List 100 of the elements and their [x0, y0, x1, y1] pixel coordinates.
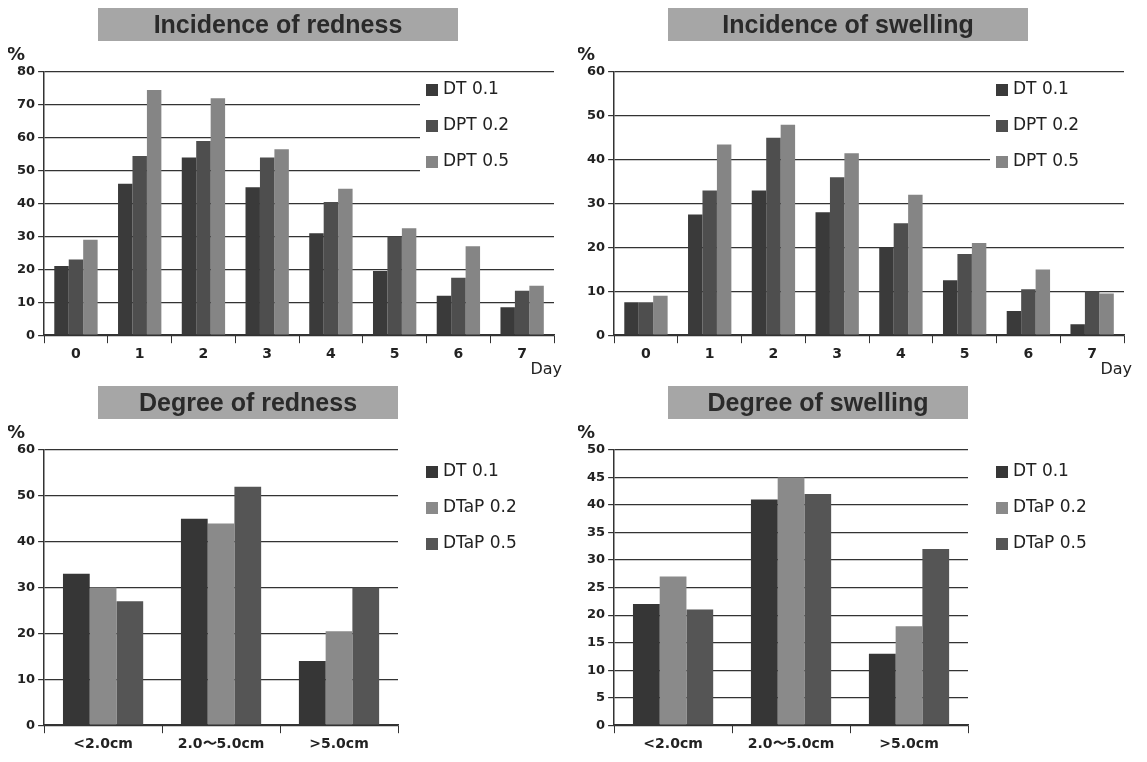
legend-label: DT 0.1 [443, 460, 499, 481]
x-tick-label: 2.0〜5.0cm [747, 735, 835, 752]
y-tick-label: 30 [587, 551, 606, 567]
bar [465, 246, 481, 335]
chart-title: Incidence of swelling [668, 8, 1028, 41]
y-tick-label: 45 [587, 468, 606, 484]
bar [529, 285, 544, 335]
legend-label: DPT 0.5 [1013, 150, 1080, 171]
bar [971, 243, 987, 335]
x-tick-label: 7 [1087, 345, 1098, 362]
legend-label: DPT 0.5 [443, 150, 510, 171]
legend-label: DT 0.1 [443, 78, 499, 99]
y-tick-label: 60 [17, 441, 36, 457]
x-tick-label: 0 [71, 345, 82, 362]
y-tick-label: 0 [26, 716, 36, 732]
bar [401, 228, 417, 335]
y-tick-label: 20 [587, 606, 606, 622]
x-tick-label: 5 [389, 345, 400, 362]
bar [234, 486, 262, 725]
y-tick-label: 10 [17, 293, 36, 309]
bar [908, 194, 923, 335]
bar [259, 157, 275, 335]
bar [957, 254, 972, 335]
y-axis-title: % [7, 420, 26, 442]
y-tick-label: 10 [17, 670, 36, 686]
x-tick-label: 5 [959, 345, 970, 362]
y-tick-label: 0 [596, 326, 606, 342]
x-tick-label: 2 [198, 345, 209, 362]
legend-label: DTaP 0.2 [443, 496, 517, 517]
y-tick-label: 40 [17, 533, 36, 549]
bar [653, 295, 668, 335]
y-tick-label: 50 [587, 107, 606, 123]
bar [325, 631, 353, 725]
bar [207, 523, 235, 725]
x-tick-label: 3 [832, 345, 843, 362]
bar [844, 153, 859, 335]
bar [132, 155, 147, 335]
bar [146, 90, 162, 335]
bar [829, 177, 845, 335]
x-tick-label: >5.0cm [879, 735, 939, 752]
y-tick-label: 50 [17, 487, 36, 503]
y-tick-label: 50 [587, 441, 606, 457]
y-axis-title: % [577, 420, 596, 442]
legend-label: DPT 0.2 [1013, 114, 1080, 135]
legend-label: DTaP 0.2 [1013, 496, 1087, 517]
y-tick-label: 30 [587, 194, 606, 210]
bar [1099, 293, 1114, 335]
y-tick-label: 70 [17, 96, 36, 112]
bar [352, 587, 380, 725]
bar [780, 124, 796, 335]
bar [274, 149, 289, 335]
x-tick-label: 4 [326, 345, 337, 362]
bar [196, 141, 211, 335]
bar [893, 223, 909, 335]
x-tick-label: 7 [517, 345, 528, 362]
bar [777, 477, 805, 725]
x-axis-title: Day [1100, 359, 1132, 379]
bar [338, 188, 353, 335]
x-tick-label: <2.0cm [643, 735, 703, 752]
bar [89, 587, 117, 725]
bar [451, 277, 466, 335]
x-tick-label: 1 [704, 345, 715, 362]
y-tick-label: 20 [587, 238, 606, 254]
y-tick-label: 5 [596, 689, 606, 705]
x-tick-label: 2.0〜5.0cm [177, 735, 265, 752]
y-tick-label: 40 [587, 151, 606, 167]
legend-label: DTaP 0.5 [1013, 532, 1087, 553]
y-tick-label: 50 [17, 162, 36, 178]
y-tick-label: 20 [17, 624, 36, 640]
y-tick-label: 0 [596, 716, 606, 732]
y-tick-label: 30 [17, 227, 36, 243]
bar [702, 190, 717, 335]
legend-label: DPT 0.2 [443, 114, 510, 135]
y-tick-label: 25 [587, 578, 606, 594]
bar [210, 98, 226, 335]
bar [1084, 291, 1100, 335]
legend-label: DT 0.1 [1013, 78, 1069, 99]
legend-label: DT 0.1 [1013, 460, 1069, 481]
chart-title: Degree of redness [98, 386, 398, 419]
y-axis-title: % [577, 42, 596, 64]
x-tick-label: 4 [896, 345, 907, 362]
x-tick-label: <2.0cm [73, 735, 133, 752]
bar [323, 201, 339, 335]
chart-title: Incidence of redness [98, 8, 458, 41]
bar [1021, 289, 1036, 335]
bar [895, 626, 923, 725]
bar [804, 494, 832, 725]
bar [659, 576, 687, 725]
y-axis-title: % [7, 42, 26, 64]
x-tick-label: 2 [768, 345, 779, 362]
y-tick-label: 80 [17, 63, 36, 79]
bar [638, 302, 654, 335]
bar [686, 609, 714, 725]
bar [116, 601, 144, 725]
bar [766, 137, 781, 335]
y-tick-label: 30 [17, 578, 36, 594]
y-tick-label: 20 [17, 260, 36, 276]
bar [514, 290, 530, 335]
y-tick-label: 15 [587, 634, 606, 650]
legend-label: DTaP 0.5 [443, 532, 517, 553]
